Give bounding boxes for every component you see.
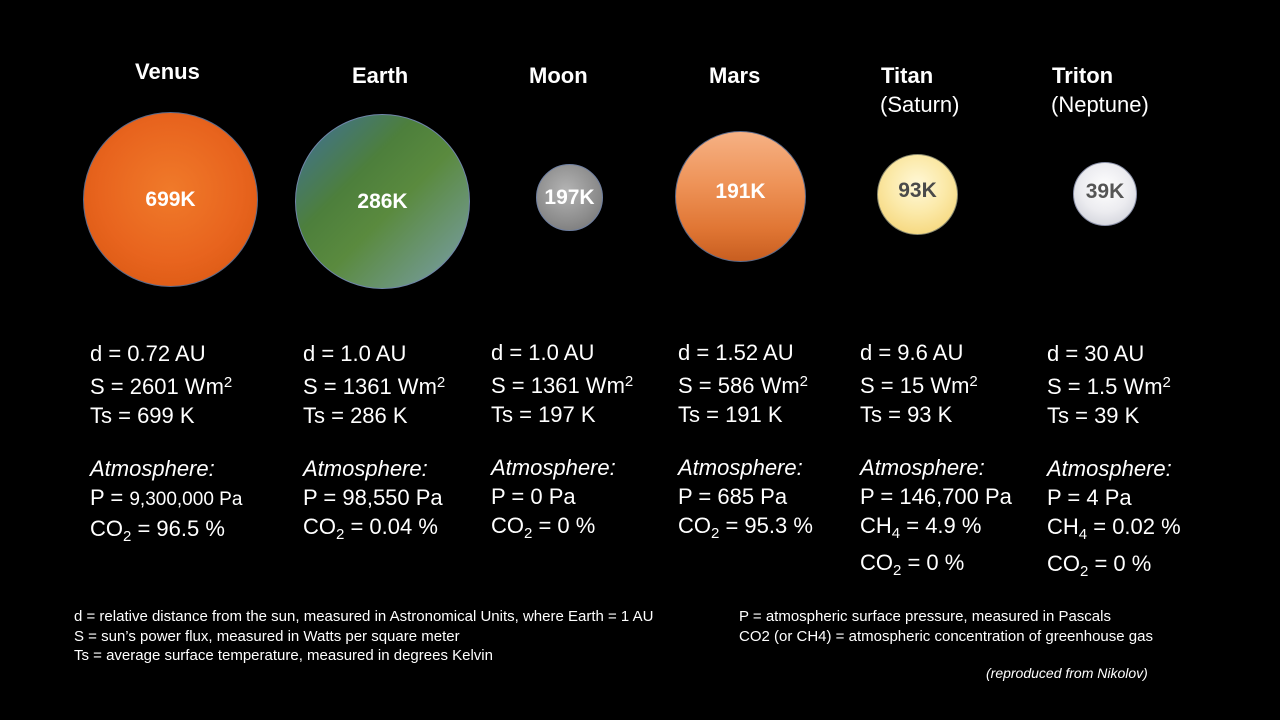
orbit-stats: d = 30 AU S = 1.5 Wm2 Ts = 39 K [1047,339,1171,430]
parent-planet: (Saturn) [880,92,960,117]
planet-titan: 93K [877,154,958,235]
atmosphere-stats: Atmosphere: P = 4 Pa CH4 = 0.02 % CO2 = … [1047,454,1181,586]
solar-flux: S = 1361 Wm2 [491,373,634,398]
body-name: Earth [352,63,409,88]
body-name: Venus [135,59,200,84]
gas-concentration-2: CO2 = 0 % [860,550,965,579]
body-name: Moon [529,63,588,88]
atmosphere-stats: Atmosphere: P = 146,700 Pa CH4 = 4.9 % C… [860,453,1012,585]
body-name: Mars [709,63,761,88]
orbit-stats: d = 9.6 AU S = 15 Wm2 Ts = 93 K [860,338,978,429]
distance: d = 9.6 AU [860,340,964,365]
temperature-label: 191K [715,179,766,203]
atmosphere-title: Atmosphere: [860,455,985,480]
gas-concentration-2: CO2 = 0 % [1047,551,1152,580]
parent-planet: (Neptune) [1051,92,1149,117]
atmosphere-stats: Atmosphere: P = 0 Pa CO2 = 0 % [491,453,616,548]
temperature-label: 93K [898,178,937,202]
solar-flux: S = 586 Wm2 [678,373,808,398]
orbit-stats: d = 1.52 AU S = 586 Wm2 Ts = 191 K [678,338,808,429]
orbit-stats: d = 0.72 AU S = 2601 Wm2 Ts = 699 K [90,339,232,430]
legend-item-distance: d = relative distance from the sun, meas… [74,608,654,625]
surface-temp: Ts = 286 K [303,403,408,428]
legend-left: d = relative distance from the sun, meas… [74,607,653,666]
legend-item-flux: S = sun’s power flux, measured in Watts … [74,627,460,645]
atmosphere-stats: Atmosphere: P = 98,550 Pa CO2 = 0.04 % [303,454,443,549]
legend-right: P = atmospheric surface pressure, measur… [739,607,1153,646]
solar-flux: S = 1.5 Wm2 [1047,374,1171,399]
atmosphere-stats: Atmosphere: P = 9,300,000 Pa CO2 = 96.5 … [90,454,242,551]
distance: d = 30 AU [1047,341,1145,366]
atmosphere-title: Atmosphere: [678,455,803,480]
solar-flux: S = 15 Wm2 [860,373,978,398]
surface-temp: Ts = 191 K [678,402,783,427]
gas-concentration: CO2 = 0 % [491,513,596,542]
pressure: P = 685 Pa [678,484,788,509]
orbit-stats: d = 1.0 AU S = 1361 Wm2 Ts = 286 K [303,339,445,430]
distance: d = 1.0 AU [491,340,595,365]
pressure: P = 98,550 Pa [303,485,443,510]
planet-moon: 197K [536,164,603,231]
gas-concentration: CH4 = 0.02 % [1047,514,1181,543]
planet-mars: 191K [675,131,806,262]
pressure: P = 146,700 Pa [860,484,1012,509]
temperature-label: 197K [544,185,595,209]
atmosphere-title: Atmosphere: [1047,456,1172,481]
atmosphere-title: Atmosphere: [90,456,215,481]
planet-earth: 286K [295,114,470,289]
distance: d = 0.72 AU [90,341,206,366]
distance: d = 1.52 AU [678,340,794,365]
orbit-stats: d = 1.0 AU S = 1361 Wm2 Ts = 197 K [491,338,633,429]
planet-venus: 699K [83,112,258,287]
source-credit: (reproduced from Nikolov) [986,665,1148,681]
planet-triton: 39K [1073,162,1137,226]
gas-concentration: CO2 = 96.5 % [90,516,225,545]
surface-temp: Ts = 39 K [1047,403,1140,428]
surface-temp: Ts = 197 K [491,402,596,427]
legend-item-greenhouse-gas: CO2 (or CH4) = atmospheric concentration… [739,627,1153,645]
pressure: P = 9,300,000 Pa [90,485,243,510]
atmosphere-title: Atmosphere: [491,455,616,480]
solar-flux: S = 2601 Wm2 [90,374,233,399]
temperature-label: 699K [145,187,196,211]
atmosphere-title: Atmosphere: [303,456,428,481]
body-name: Triton [1052,63,1114,88]
temperature-label: 286K [357,189,408,213]
legend-item-pressure: P = atmospheric surface pressure, measur… [739,608,1111,625]
pressure: P = 0 Pa [491,484,576,509]
gas-concentration: CO2 = 95.3 % [678,513,813,542]
solar-flux: S = 1361 Wm2 [303,374,446,399]
surface-temp: Ts = 93 K [860,402,953,427]
legend-item-temperature: Ts = average surface temperature, measur… [74,647,493,664]
pressure: P = 4 Pa [1047,485,1132,510]
gas-concentration: CO2 = 0.04 % [303,514,438,543]
distance: d = 1.0 AU [303,341,407,366]
body-name: Titan [881,63,934,88]
temperature-label: 39K [1085,180,1125,203]
gas-concentration: CH4 = 4.9 % [860,513,982,542]
surface-temp: Ts = 699 K [90,403,195,428]
atmosphere-stats: Atmosphere: P = 685 Pa CO2 = 95.3 % [678,453,813,548]
